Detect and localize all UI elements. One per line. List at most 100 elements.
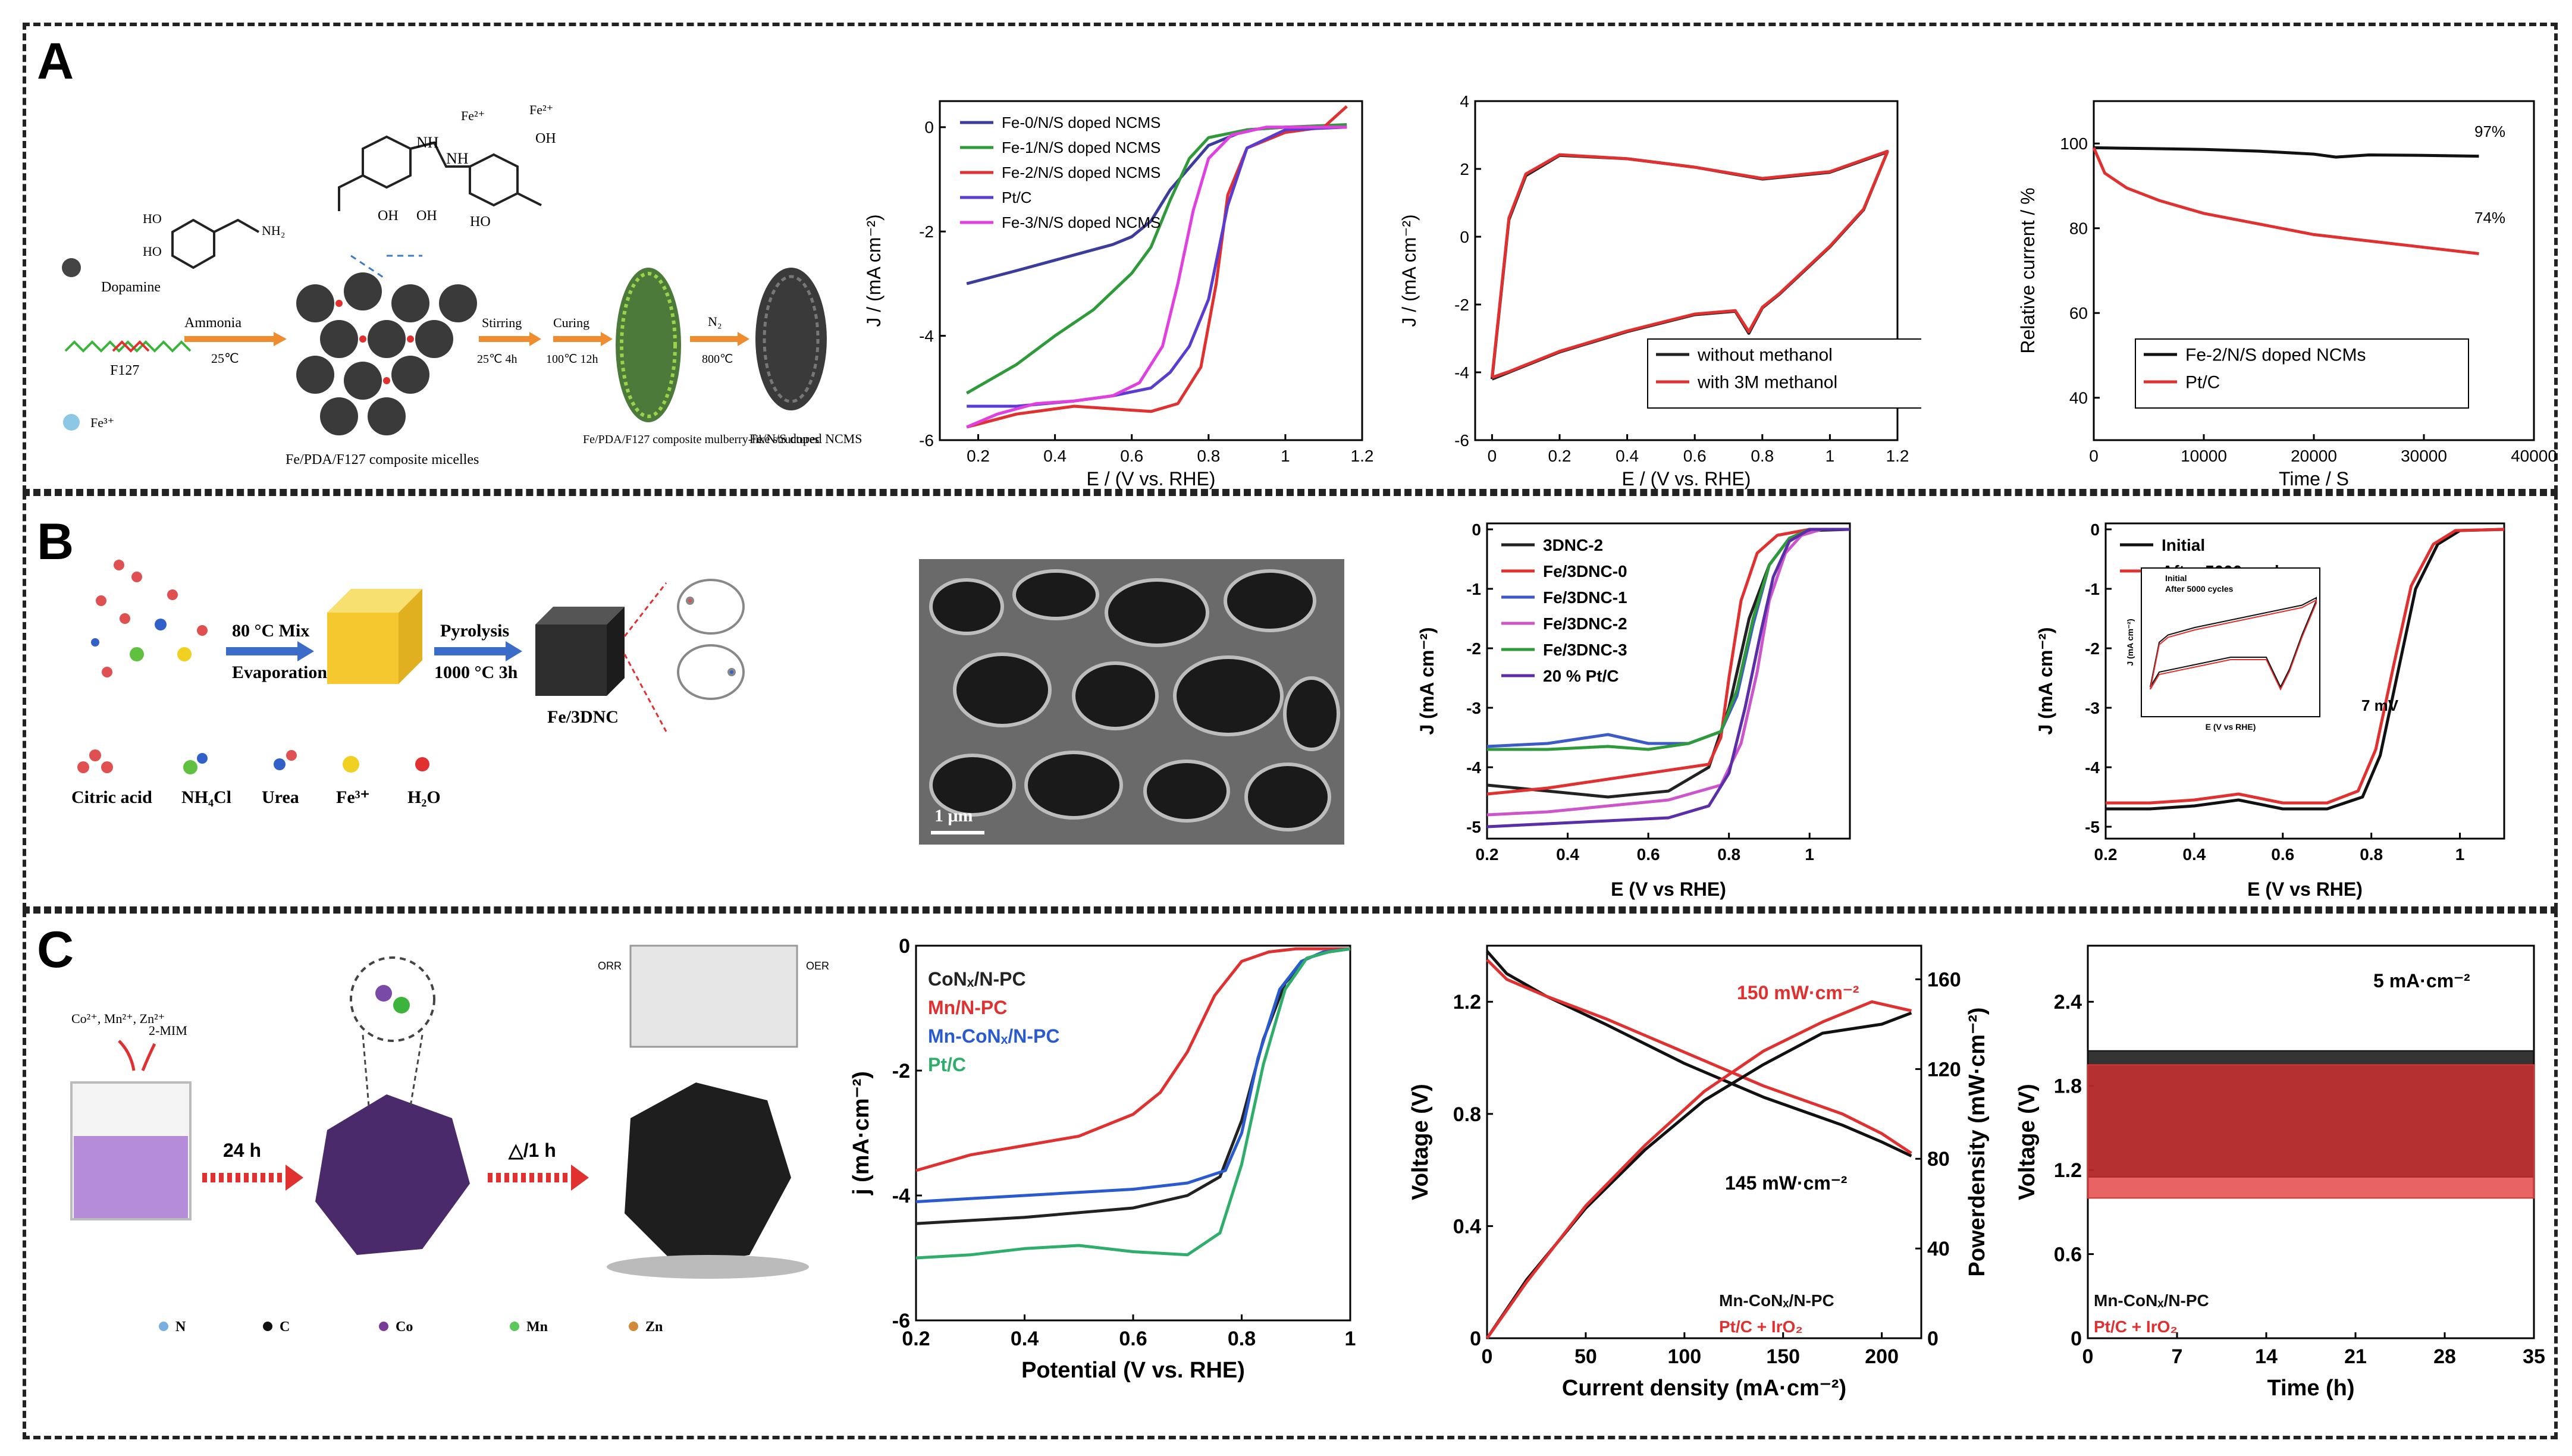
series-line-3	[966, 105, 1348, 429]
legend-label-4: Fe/3DNC-2	[1543, 614, 1627, 633]
panel-c-frame	[23, 910, 2558, 1439]
y-tick-label: 0	[899, 935, 910, 958]
y-tick-label: -6	[892, 1310, 910, 1332]
legend-label-2: Fe-1/N/S doped NCMS	[1002, 139, 1160, 156]
y-tick-label: 2	[1460, 160, 1469, 178]
chart-b-lsv: 0.2 0.4 0.6 0.8 1 -5 -4 -3 -2 -1 0 E (V vs RHE) J (m…	[1416, 520, 1851, 900]
fe-ion-label: Fe³⁺	[90, 415, 114, 430]
dopamine-dot	[62, 258, 81, 277]
step1-bottom: Evaporation	[232, 663, 327, 682]
annotation-1: 97%	[2474, 123, 2505, 140]
legend-mn: Mn	[526, 1319, 548, 1335]
legend-label-4: Pt/C	[1002, 189, 1032, 206]
y-tick-label: 4	[1460, 92, 1469, 111]
ho-label-dopamine: HO	[143, 211, 162, 226]
legend-label-1: Fe-2/N/S doped NCMs	[2185, 346, 2366, 365]
y2-tick-label: 80	[1927, 1148, 1950, 1171]
legend-label-3: Mn-CoNₓ/N-PC	[928, 1025, 1059, 1047]
y-tick-label: 1.8	[2054, 1075, 2082, 1098]
ncms-label: Fe/N/S doped NCMS	[749, 431, 862, 446]
x-tick-label: 0.8	[1228, 1328, 1256, 1350]
x-tick-label: 200	[1865, 1345, 1899, 1368]
chart-c-polarization: 0 50 100 150 200 0 0.4 0.8 1.2 Current density (m…	[1408, 944, 1990, 1401]
y-tick-label: 100	[2060, 134, 2088, 153]
x-tick-label: 40000	[2511, 447, 2557, 465]
legend-label-1: Initial	[2162, 536, 2205, 554]
x-tick-label: 0.4	[1011, 1328, 1039, 1350]
series-line-4	[915, 947, 1351, 1260]
y-tick-label: -5	[1466, 818, 1481, 836]
y-tick-label: -2	[1466, 639, 1481, 658]
x-tick-label: 1	[1281, 447, 1290, 465]
y-tick-label: 40	[2069, 389, 2088, 407]
carbon-crystal	[625, 1082, 791, 1267]
sem-texture	[919, 559, 1344, 845]
x-tick-label: 0.2	[967, 447, 990, 465]
nh-label-1: NH	[416, 134, 439, 151]
fe2-label-1: Fe²⁺	[461, 108, 485, 123]
curing-label: Curing	[553, 315, 589, 330]
x-tick-label: 0.8	[1717, 845, 1740, 864]
x-axis-title: Time (h)	[2267, 1376, 2354, 1401]
x-tick-label: 0.2	[902, 1328, 930, 1350]
series-line-4	[1485, 1000, 1912, 1339]
plot-frame	[1486, 944, 1922, 1339]
y-tick-label: 80	[2069, 219, 2088, 238]
step2-top: Pyrolysis	[440, 621, 509, 641]
series-line-2	[1490, 149, 1889, 379]
legend-label-1: Mn-CoNₓ/N-PC	[1719, 1291, 1834, 1310]
legend-urea: Urea	[262, 787, 299, 807]
x-tick-label: 0.6	[2271, 845, 2294, 864]
oh-label-3: OH	[535, 131, 556, 146]
scale-bar-label: 1 μm	[934, 806, 973, 826]
legend-label-1: Fe-0/N/S doped NCMS	[1002, 114, 1160, 131]
y-tick-label: -3	[1466, 699, 1481, 717]
series-line-5	[1487, 528, 1850, 751]
x-tick-label: 28	[2433, 1345, 2456, 1368]
y-tick-label: -4	[892, 1185, 910, 1207]
orr-label: ORR	[598, 960, 622, 972]
x-axis-title: E (V vs RHE)	[2247, 878, 2363, 900]
y2-tick-label: 160	[1927, 968, 1961, 991]
legend-label-6: 20 % Pt/C	[1543, 667, 1619, 685]
x-axis-title: Current density (mA·cm⁻²)	[1562, 1376, 1846, 1401]
inset-y-title: J (mA cm⁻²)	[2125, 619, 2135, 666]
n2-label: N₂	[708, 314, 722, 329]
y-tick-label: -6	[1454, 431, 1469, 450]
x-tick-label: 1	[1805, 845, 1814, 864]
y-tick-label: -1	[1466, 580, 1481, 598]
legend-label-1: 3DNC-2	[1543, 536, 1603, 554]
legend-label-1: Mn-CoNₓ/N-PC	[2094, 1291, 2209, 1310]
chart-a-cv: 0 0.2 0.4 0.6 0.8 1 1.2 -6 -4 -2 0 2 4 E / (V vs. RHE…	[1398, 92, 1921, 489]
y-tick-label: -4	[1466, 758, 1481, 777]
sem-image: 1 μm	[919, 559, 1344, 845]
annotation-1: 7 mV	[2361, 696, 2399, 714]
y-axis-title: j (mA·cm⁻²)	[849, 1071, 874, 1195]
series-line-2	[915, 947, 1350, 1172]
oer-label: OER	[806, 960, 829, 972]
y-tick-label: 0	[2090, 520, 2100, 539]
dopamine-ring	[171, 218, 215, 269]
x-tick-label: 1	[1345, 1328, 1356, 1350]
y-tick-label: 0	[1472, 520, 1481, 539]
y2-tick-label: 40	[1927, 1238, 1950, 1260]
mulberry-structure	[616, 268, 681, 422]
y2-axis-title: Powerdensity (mW·cm⁻²)	[1965, 1008, 1990, 1277]
series-band-2	[2087, 1064, 2535, 1199]
fe2-label-2: Fe²⁺	[529, 102, 553, 117]
y-axis-title: Voltage (V)	[1408, 1084, 1433, 1200]
y-axis-title: J / (mA cm⁻²)	[1398, 214, 1420, 327]
y-axis-title: Relative current / %	[2017, 187, 2038, 353]
y-tick-label: -1	[2085, 580, 2100, 598]
legend-label-5: Fe-3/N/S doped NCMS	[1002, 214, 1160, 231]
pda-molecule	[338, 135, 542, 211]
legend-label-1: without methanol	[1697, 346, 1833, 365]
graphene-sheet	[629, 944, 798, 1048]
y-tick-label: -3	[2085, 699, 2100, 717]
legend-h2o: H₂O	[407, 787, 441, 807]
x-tick-label: 20000	[2291, 447, 2337, 465]
x-tick-label: 0.8	[2360, 845, 2383, 864]
series-line-1	[1486, 528, 1850, 799]
plot-frame	[2104, 522, 2505, 840]
y-tick-label: -5	[2085, 818, 2100, 836]
